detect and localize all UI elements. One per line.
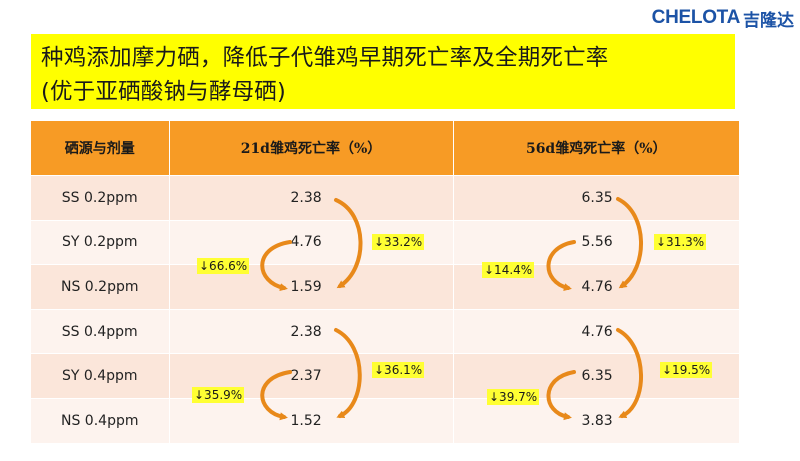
- brand-logo: CHELOTA 吉隆达: [624, 6, 794, 31]
- cell-21d: 2.38: [169, 175, 454, 221]
- table-row: SS 0.4ppm 2.38 4.76: [31, 308, 739, 354]
- cell-21d: 4.76: [169, 219, 454, 265]
- table-row: SY 0.2ppm 4.76 5.56: [31, 219, 739, 265]
- value-56d: 3.83: [581, 412, 613, 429]
- reduction-badge: ↓33.2%: [372, 234, 425, 250]
- cell-56d: 4.76: [453, 308, 739, 354]
- reduction-badge: ↓35.9%: [192, 387, 245, 403]
- value-56d: 5.56: [581, 234, 613, 251]
- table-row: NS 0.2ppm 1.59 4.76: [31, 264, 739, 310]
- cell-21d: 1.52: [169, 397, 454, 443]
- title-line-2: (优于亚硒酸钠与酵母硒): [41, 79, 286, 105]
- table-row: SS 0.2ppm 2.38 6.35: [31, 175, 739, 221]
- reduction-badge: ↓39.7%: [487, 389, 540, 405]
- header-selenium-source: 硒源与剂量: [31, 121, 170, 176]
- value-21d: 2.38: [290, 323, 322, 340]
- header-21d-mortality: 21d雏鸡死亡率（%）: [169, 121, 454, 176]
- cell-source: SS 0.4ppm: [31, 308, 170, 354]
- cell-source: SY 0.2ppm: [31, 219, 170, 265]
- value-21d: 2.38: [290, 189, 322, 206]
- header-56d-mortality: 56d雏鸡死亡率（%）: [453, 121, 739, 176]
- value-21d: 1.52: [290, 412, 322, 429]
- mortality-table: 硒源与剂量 21d雏鸡死亡率（%） 56d雏鸡死亡率（%） SS 0.2ppm …: [31, 121, 739, 443]
- cell-source: NS 0.2ppm: [31, 264, 170, 310]
- table-row: NS 0.4ppm 1.52 3.83: [31, 397, 739, 443]
- logo-text-en: CHELOTA: [651, 7, 741, 28]
- cell-source: SY 0.4ppm: [31, 353, 170, 399]
- reduction-badge: ↓14.4%: [482, 262, 535, 278]
- value-56d: 6.35: [581, 368, 613, 385]
- logo-text-cn: 吉隆达: [743, 10, 794, 31]
- cell-56d: 3.83: [453, 397, 739, 443]
- cell-source: SS 0.2ppm: [31, 175, 170, 221]
- value-21d: 1.59: [290, 278, 322, 295]
- table-header-row: 硒源与剂量 21d雏鸡死亡率（%） 56d雏鸡死亡率（%）: [31, 121, 739, 176]
- reduction-badge: ↓66.6%: [197, 258, 250, 274]
- cell-56d: 5.56: [453, 219, 739, 265]
- title-line-1: 种鸡添加摩力硒，降低子代雏鸡早期死亡率及全期死亡率: [41, 45, 609, 71]
- value-56d: 4.76: [581, 278, 613, 295]
- reduction-badge: ↓36.1%: [372, 362, 425, 378]
- title-banner: 种鸡添加摩力硒，降低子代雏鸡早期死亡率及全期死亡率 (优于亚硒酸钠与酵母硒): [31, 34, 735, 109]
- reduction-badge: ↓19.5%: [660, 362, 713, 378]
- cell-source: NS 0.4ppm: [31, 397, 170, 443]
- value-21d: 2.37: [290, 368, 322, 385]
- value-56d: 6.35: [581, 189, 613, 206]
- value-56d: 4.76: [581, 323, 613, 340]
- cell-21d: 2.38: [169, 308, 454, 354]
- cell-56d: 6.35: [453, 175, 739, 221]
- value-21d: 4.76: [290, 234, 322, 251]
- reduction-badge: ↓31.3%: [654, 234, 707, 250]
